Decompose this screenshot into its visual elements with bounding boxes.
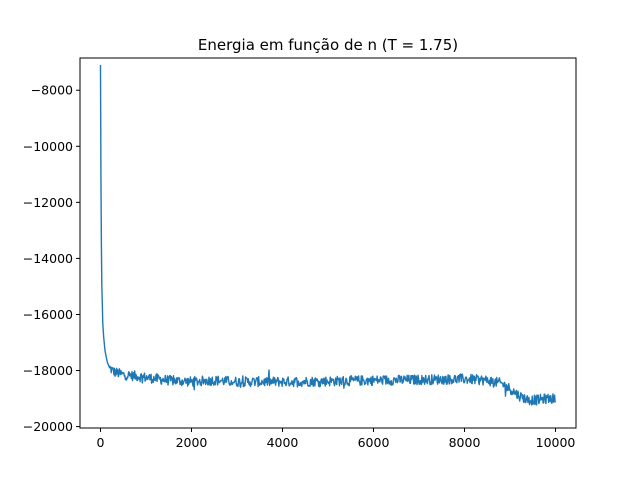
y-tick-label: −18000 (23, 363, 73, 378)
chart-title: Energia em função de n (T = 1.75) (198, 36, 458, 54)
x-tick-label: 4000 (267, 435, 299, 450)
y-tick-label: −10000 (23, 139, 73, 154)
y-tick-label: −16000 (23, 307, 73, 322)
y-tick-label: −14000 (23, 251, 73, 266)
plot-frame (79, 57, 577, 429)
y-axis: −20000 −18000 −16000 −14000 −12000 −10000 −800… (23, 83, 80, 434)
energy-series-line (99, 65, 556, 406)
y-tick-label: −20000 (23, 419, 73, 434)
y-tick-label: −8000 (31, 83, 73, 98)
x-tick-label: 8000 (449, 435, 481, 450)
y-tick-label: −12000 (23, 195, 73, 210)
x-tick-label: 6000 (358, 435, 390, 450)
x-tick-label: 2000 (176, 435, 208, 450)
series-layer (99, 65, 556, 406)
x-tick-label: 0 (97, 435, 105, 450)
x-axis: 0 2000 4000 6000 8000 10000 (97, 428, 576, 450)
x-tick-label: 10000 (536, 435, 576, 450)
